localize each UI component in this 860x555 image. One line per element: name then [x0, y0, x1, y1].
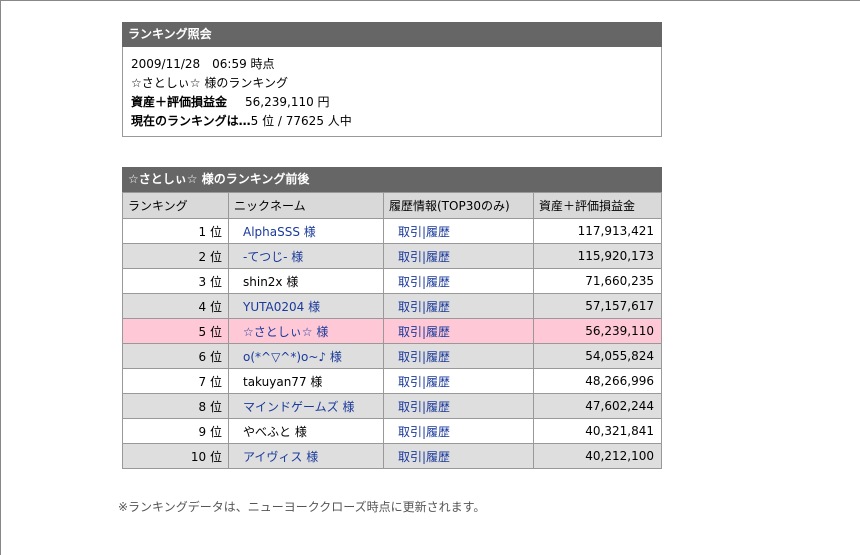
table-row: 6 位 o(*^▽^*)o~♪ 様 取引|履歴 54,055,824 — [122, 343, 662, 369]
history-cell: 取引|履歴 — [383, 268, 534, 294]
col-header-nickname: ニックネーム — [228, 192, 384, 219]
nickname-cell: YUTA0204 様 — [228, 293, 384, 319]
trade-history-link[interactable]: 取引|履歴 — [398, 349, 451, 364]
nickname-cell: ☆さとしぃ☆ 様 — [228, 318, 384, 344]
ranking-inquiry-body: 2009/11/28 06:59 時点 ☆さとしぃ☆ 様のランキング 資産＋評価… — [122, 47, 662, 137]
current-ranking-value: 5 位 / 77625 人中 — [250, 114, 352, 128]
nickname-cell: takuyan77 様 — [228, 368, 384, 394]
table-row: 3 位 shin2x 様 取引|履歴 71,660,235 — [122, 268, 662, 294]
nickname-cell: -てつじ- 様 — [228, 243, 384, 269]
asset-line: 資産＋評価損益金 56,239,110 円 — [131, 93, 661, 112]
current-ranking-line: 現在のランキングは…5 位 / 77625 人中 — [131, 112, 661, 131]
nickname-link[interactable]: AlphaSSS 様 — [243, 224, 316, 239]
footnote: ※ランキングデータは、ニューヨーククローズ時点に更新されます。 — [118, 500, 486, 514]
rank-cell: 10 位 — [122, 443, 229, 469]
window-top-border — [0, 0, 860, 1]
ranking-table-body: 1 位 AlphaSSS 様取引|履歴 117,913,421 2 位 -てつじ- 様取… — [122, 218, 662, 469]
ranking-inquiry-panel: ランキング照会 2009/11/28 06:59 時点 ☆さとしぃ☆ 様のランキ… — [122, 22, 662, 137]
history-cell: 取引|履歴 — [383, 368, 534, 394]
ranking-inquiry-header: ランキング照会 — [122, 22, 662, 47]
nickname-link[interactable]: アイヴィス 様 — [243, 449, 319, 464]
rank-cell: 8 位 — [122, 393, 229, 419]
table-row: 1 位 AlphaSSS 様 取引|履歴 117,913,421 — [122, 218, 662, 244]
datetime-text: 2009/11/28 06:59 時点 — [131, 57, 275, 71]
nickname-text: takuyan77 様 — [243, 374, 323, 389]
table-row: 4 位 YUTA0204 様 取引|履歴 57,157,617 — [122, 293, 662, 319]
rank-cell: 1 位 — [122, 218, 229, 244]
nickname-link[interactable]: マインドゲームズ 様 — [243, 399, 355, 414]
ranking-table: ランキング ニックネーム 履歴情報(TOP30のみ) 資産＋評価損益金 1 位 A… — [122, 192, 662, 469]
trade-history-link[interactable]: 取引|履歴 — [398, 399, 451, 414]
asset-value: 56,239,110 円 — [245, 95, 330, 109]
history-cell: 取引|履歴 — [383, 393, 534, 419]
history-cell: 取引|履歴 — [383, 318, 534, 344]
trade-history-link[interactable]: 取引|履歴 — [398, 224, 451, 239]
nickname-cell: shin2x 様 — [228, 268, 384, 294]
nickname-cell: アイヴィス 様 — [228, 443, 384, 469]
history-cell: 取引|履歴 — [383, 443, 534, 469]
nickname-link[interactable]: -てつじ- 様 — [243, 249, 304, 264]
history-cell: 取引|履歴 — [383, 218, 534, 244]
nickname-cell: やべふと 様 — [228, 418, 384, 444]
amount-cell: 71,660,235 — [533, 268, 662, 294]
history-cell: 取引|履歴 — [383, 243, 534, 269]
trade-history-link[interactable]: 取引|履歴 — [398, 374, 451, 389]
amount-cell: 47,602,244 — [533, 393, 662, 419]
amount-cell: 40,321,841 — [533, 418, 662, 444]
col-header-history: 履歴情報(TOP30のみ) — [383, 192, 534, 219]
user-ranking-line: ☆さとしぃ☆ 様のランキング — [131, 76, 288, 90]
trade-history-link[interactable]: 取引|履歴 — [398, 424, 451, 439]
nickname-link[interactable]: YUTA0204 様 — [243, 299, 321, 314]
rank-cell: 9 位 — [122, 418, 229, 444]
col-header-amount: 資産＋評価損益金 — [533, 192, 662, 219]
nickname-link[interactable]: o(*^▽^*)o~♪ 様 — [243, 349, 342, 364]
history-cell: 取引|履歴 — [383, 293, 534, 319]
ranking-neighbors-panel: ☆さとしぃ☆ 様のランキング前後 ランキング ニックネーム 履歴情報(TOP30… — [122, 167, 662, 469]
trade-history-link[interactable]: 取引|履歴 — [398, 324, 451, 339]
trade-history-link[interactable]: 取引|履歴 — [398, 274, 451, 289]
rank-cell: 7 位 — [122, 368, 229, 394]
window-left-border — [0, 0, 1, 555]
rank-cell: 5 位 — [122, 318, 229, 344]
table-row: 2 位 -てつじ- 様 取引|履歴 115,920,173 — [122, 243, 662, 269]
history-cell: 取引|履歴 — [383, 418, 534, 444]
table-row: 9 位やべふと 様 取引|履歴 40,321,841 — [122, 418, 662, 444]
amount-cell: 40,212,100 — [533, 443, 662, 469]
col-header-rank: ランキング — [122, 192, 229, 219]
rank-cell: 4 位 — [122, 293, 229, 319]
table-row: 5 位 ☆さとしぃ☆ 様 取引|履歴 56,239,110 — [122, 318, 662, 344]
history-cell: 取引|履歴 — [383, 343, 534, 369]
trade-history-link[interactable]: 取引|履歴 — [398, 449, 451, 464]
table-row: 10 位アイヴィス 様 取引|履歴 40,212,100 — [122, 443, 662, 469]
ranking-table-header-row: ランキング ニックネーム 履歴情報(TOP30のみ) 資産＋評価損益金 — [122, 192, 662, 219]
rank-cell: 6 位 — [122, 343, 229, 369]
trade-history-link[interactable]: 取引|履歴 — [398, 299, 451, 314]
rank-cell: 3 位 — [122, 268, 229, 294]
current-ranking-label: 現在のランキングは… — [131, 114, 251, 128]
amount-cell: 57,157,617 — [533, 293, 662, 319]
table-row: 8 位マインドゲームズ 様 取引|履歴 47,602,244 — [122, 393, 662, 419]
amount-cell: 56,239,110 — [533, 318, 662, 344]
amount-cell: 48,266,996 — [533, 368, 662, 394]
table-row: 7 位 takuyan77 様 取引|履歴 48,266,996 — [122, 368, 662, 394]
amount-cell: 54,055,824 — [533, 343, 662, 369]
asset-label: 資産＋評価損益金 — [131, 95, 228, 109]
nickname-text: やべふと 様 — [243, 424, 307, 439]
nickname-text: shin2x 様 — [243, 274, 299, 289]
nickname-cell: AlphaSSS 様 — [228, 218, 384, 244]
nickname-cell: o(*^▽^*)o~♪ 様 — [228, 343, 384, 369]
trade-history-link[interactable]: 取引|履歴 — [398, 249, 451, 264]
nickname-cell: マインドゲームズ 様 — [228, 393, 384, 419]
amount-cell: 115,920,173 — [533, 243, 662, 269]
nickname-link[interactable]: ☆さとしぃ☆ 様 — [243, 324, 329, 339]
ranking-neighbors-header: ☆さとしぃ☆ 様のランキング前後 — [122, 167, 662, 192]
amount-cell: 117,913,421 — [533, 218, 662, 244]
rank-cell: 2 位 — [122, 243, 229, 269]
